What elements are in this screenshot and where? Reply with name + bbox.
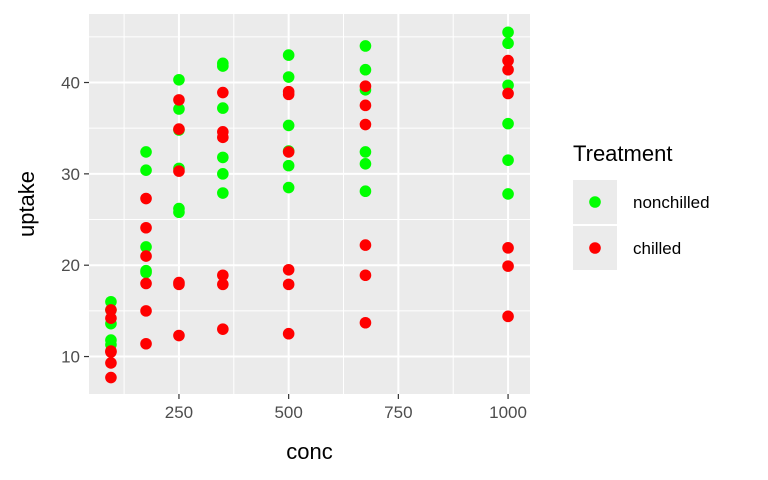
y-tick-label: 30 — [61, 165, 80, 184]
data-point — [359, 80, 372, 92]
plot-panel — [89, 14, 530, 394]
data-point — [502, 310, 514, 323]
legend-marker — [589, 196, 601, 208]
data-point — [502, 54, 514, 67]
data-point — [502, 63, 514, 76]
data-point — [173, 206, 185, 219]
data-points — [105, 26, 514, 384]
y-axis: 10 20 30 40 — [61, 74, 89, 367]
data-point — [282, 119, 295, 132]
x-tick-label: 500 — [274, 403, 302, 422]
legend-label: chilled — [633, 239, 681, 258]
data-point — [282, 278, 295, 291]
data-point — [105, 346, 117, 358]
x-tick-label: 1000 — [489, 403, 527, 422]
data-point — [359, 185, 372, 198]
data-point — [173, 123, 185, 135]
data-point — [217, 86, 229, 99]
data-point — [105, 371, 117, 384]
data-point — [105, 304, 117, 316]
data-point — [282, 71, 295, 83]
data-point — [105, 357, 117, 369]
y-tick-label: 40 — [61, 74, 80, 93]
data-point — [282, 159, 295, 172]
data-point — [282, 49, 295, 61]
series-chilled — [105, 54, 514, 384]
data-point — [359, 40, 372, 52]
data-point — [502, 188, 514, 200]
legend: Treatment nonchilled chilled — [573, 141, 710, 270]
data-point — [359, 146, 372, 158]
data-point — [173, 278, 185, 291]
data-point — [217, 278, 229, 291]
data-point — [359, 269, 372, 282]
data-point — [173, 103, 185, 115]
data-point — [502, 37, 514, 50]
data-point — [140, 337, 152, 350]
data-point — [105, 295, 117, 308]
data-point — [359, 316, 372, 329]
x-tick-label: 750 — [384, 403, 412, 422]
legend-key-chilled: chilled — [573, 226, 681, 270]
x-axis: 250 500 750 1000 — [165, 394, 527, 422]
data-point — [282, 181, 295, 194]
legend-title: Treatment — [573, 141, 672, 166]
data-point — [502, 26, 514, 39]
data-point — [359, 239, 372, 251]
data-point — [140, 277, 152, 290]
data-point — [173, 329, 185, 342]
data-point — [217, 168, 229, 180]
data-point — [217, 187, 229, 199]
minor-gridlines — [89, 14, 530, 394]
data-point — [140, 192, 152, 205]
data-point — [217, 131, 229, 144]
data-point — [502, 117, 514, 130]
legend-key-nonchilled: nonchilled — [573, 180, 710, 224]
data-point — [140, 221, 152, 234]
data-point — [502, 260, 514, 272]
data-point — [282, 146, 295, 158]
legend-marker — [589, 242, 601, 254]
data-point — [173, 94, 185, 106]
data-point — [282, 327, 295, 340]
data-point — [502, 242, 514, 254]
data-point — [217, 151, 229, 164]
y-tick-label: 20 — [61, 256, 80, 275]
data-point — [359, 118, 372, 131]
data-point — [140, 305, 152, 317]
y-tick-label: 10 — [61, 348, 80, 367]
legend-label: nonchilled — [633, 193, 710, 212]
y-axis-title: uptake — [14, 171, 39, 237]
data-point — [217, 60, 229, 72]
data-point — [359, 158, 372, 170]
x-tick-label: 250 — [165, 403, 193, 422]
data-point — [282, 263, 295, 276]
data-point — [359, 63, 372, 76]
data-point — [173, 165, 185, 177]
data-point — [140, 266, 152, 279]
data-point — [217, 102, 229, 114]
data-point — [140, 146, 152, 158]
data-point — [105, 312, 117, 324]
data-point — [173, 73, 185, 86]
data-point — [140, 250, 152, 262]
data-point — [217, 269, 229, 282]
legend-keys: nonchilled chilled — [573, 180, 710, 270]
data-point — [502, 154, 514, 166]
data-point — [359, 99, 372, 112]
data-point — [282, 88, 295, 101]
data-point — [502, 79, 514, 92]
data-point — [140, 241, 152, 253]
x-axis-title: conc — [286, 439, 332, 464]
data-point — [217, 323, 229, 335]
data-point — [502, 87, 514, 100]
data-point — [140, 164, 152, 177]
